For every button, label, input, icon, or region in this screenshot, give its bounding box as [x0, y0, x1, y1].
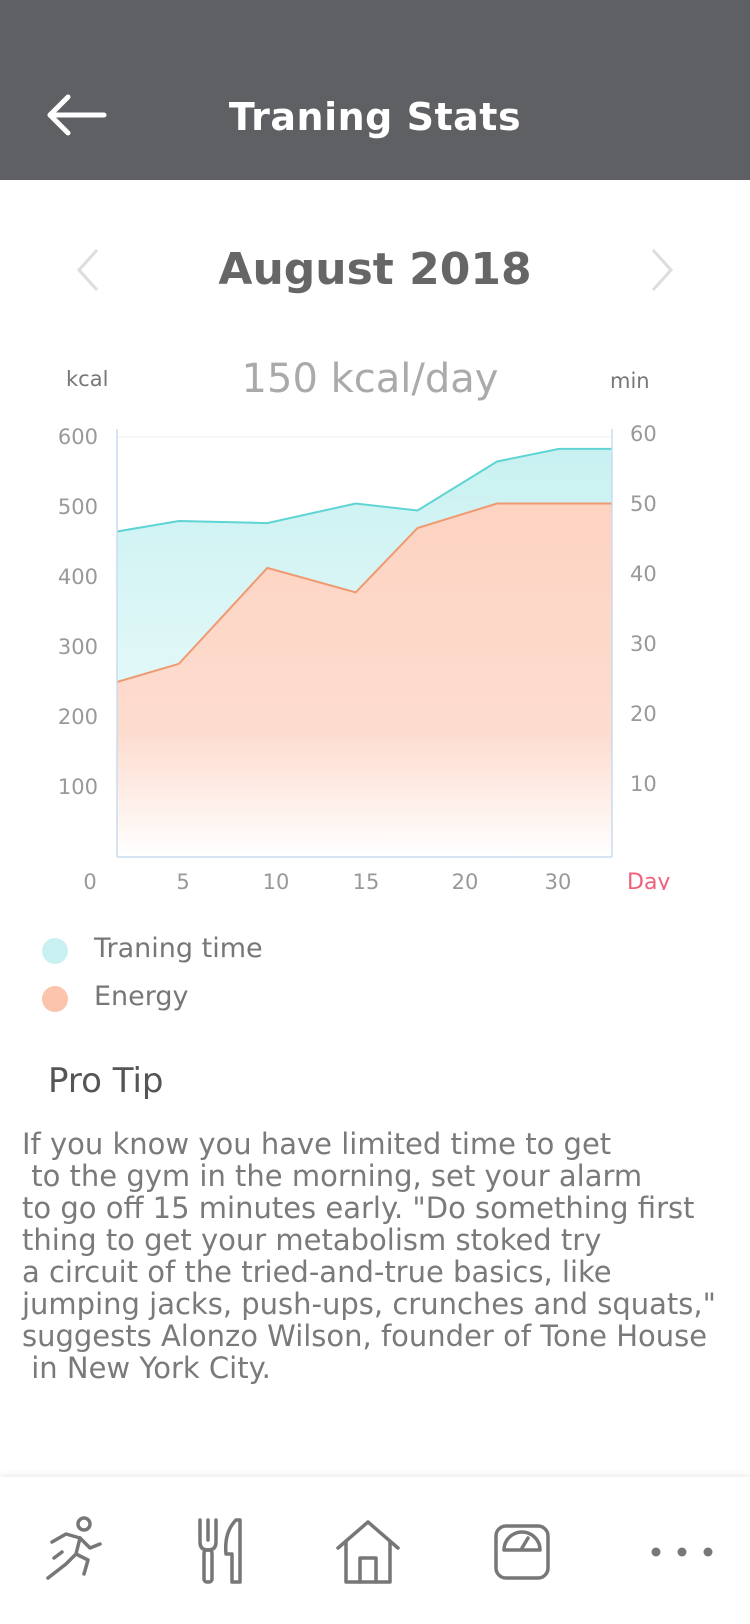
- y-right-axis-label: min: [610, 370, 650, 393]
- tab-home[interactable]: [328, 1512, 408, 1592]
- energy-line: [116, 502, 612, 683]
- previous-month-button[interactable]: [65, 240, 115, 300]
- fork-knife-icon: [198, 1518, 242, 1584]
- x-tick-label: 20: [452, 870, 479, 890]
- back-button[interactable]: [40, 85, 120, 145]
- x-axis-label: Day: [627, 870, 670, 890]
- y-right-tick-label: 10: [630, 772, 657, 796]
- pro-tip-title: Pro Tip: [48, 1061, 164, 1101]
- y-left-tick-label: 100: [58, 775, 98, 799]
- y-right-tick-label: 60: [630, 422, 657, 446]
- x-tick-label: 5: [176, 870, 189, 890]
- scale-icon: [494, 1524, 550, 1580]
- legend-label: Energy: [94, 981, 189, 1012]
- tab-workout[interactable]: [32, 1512, 112, 1592]
- energy-area: [117, 503, 612, 857]
- training-chart: kcal min 600 500 400 300 200 100 60 50 40 30 20 10 0 5 1…: [0, 367, 750, 895]
- y-right-tick-label: 50: [630, 492, 657, 516]
- x-tick-label: 15: [353, 870, 380, 890]
- y-left-tick-label: 200: [58, 705, 98, 729]
- more-icon: [651, 1547, 713, 1557]
- pro-tip-text: If you know you have limited time to get…: [22, 1127, 716, 1385]
- x-tick-label: 0: [83, 870, 96, 890]
- header-bar: Traning Stats: [0, 0, 750, 180]
- y-right-tick-label: 30: [630, 632, 657, 656]
- legend-dot-training-time: [42, 938, 68, 964]
- y-left-axis-label: kcal: [66, 370, 108, 391]
- y-left-tick-label: 400: [58, 565, 98, 589]
- training-time-line: [116, 447, 612, 533]
- x-tick-label: 30: [545, 870, 572, 890]
- chevron-right-icon: [651, 248, 674, 292]
- y-right-tick-label: 40: [630, 562, 657, 586]
- chevron-left-icon: [76, 248, 99, 292]
- bottom-tab-bar: [0, 1477, 750, 1624]
- arrow-left-icon: [47, 94, 107, 136]
- legend-label: Traning time: [94, 933, 263, 964]
- y-left-tick-label: 600: [58, 425, 98, 449]
- month-label: August 2018: [218, 244, 532, 295]
- running-icon: [46, 1516, 102, 1580]
- page-title: Traning Stats: [228, 95, 522, 139]
- tab-nutrition[interactable]: [180, 1512, 260, 1592]
- next-month-button[interactable]: [635, 240, 685, 300]
- tab-more[interactable]: [642, 1512, 722, 1592]
- home-icon: [336, 1520, 400, 1584]
- legend-dot-energy: [42, 986, 68, 1012]
- y-left-tick-label: 500: [58, 495, 98, 519]
- month-navigator: August 2018: [0, 240, 750, 300]
- x-tick-label: 10: [263, 870, 290, 890]
- y-left-tick-label: 300: [58, 635, 98, 659]
- daily-energy-value: 150 kcal/day: [241, 356, 499, 402]
- tab-weight[interactable]: [482, 1512, 562, 1592]
- y-right-tick-label: 20: [630, 702, 657, 726]
